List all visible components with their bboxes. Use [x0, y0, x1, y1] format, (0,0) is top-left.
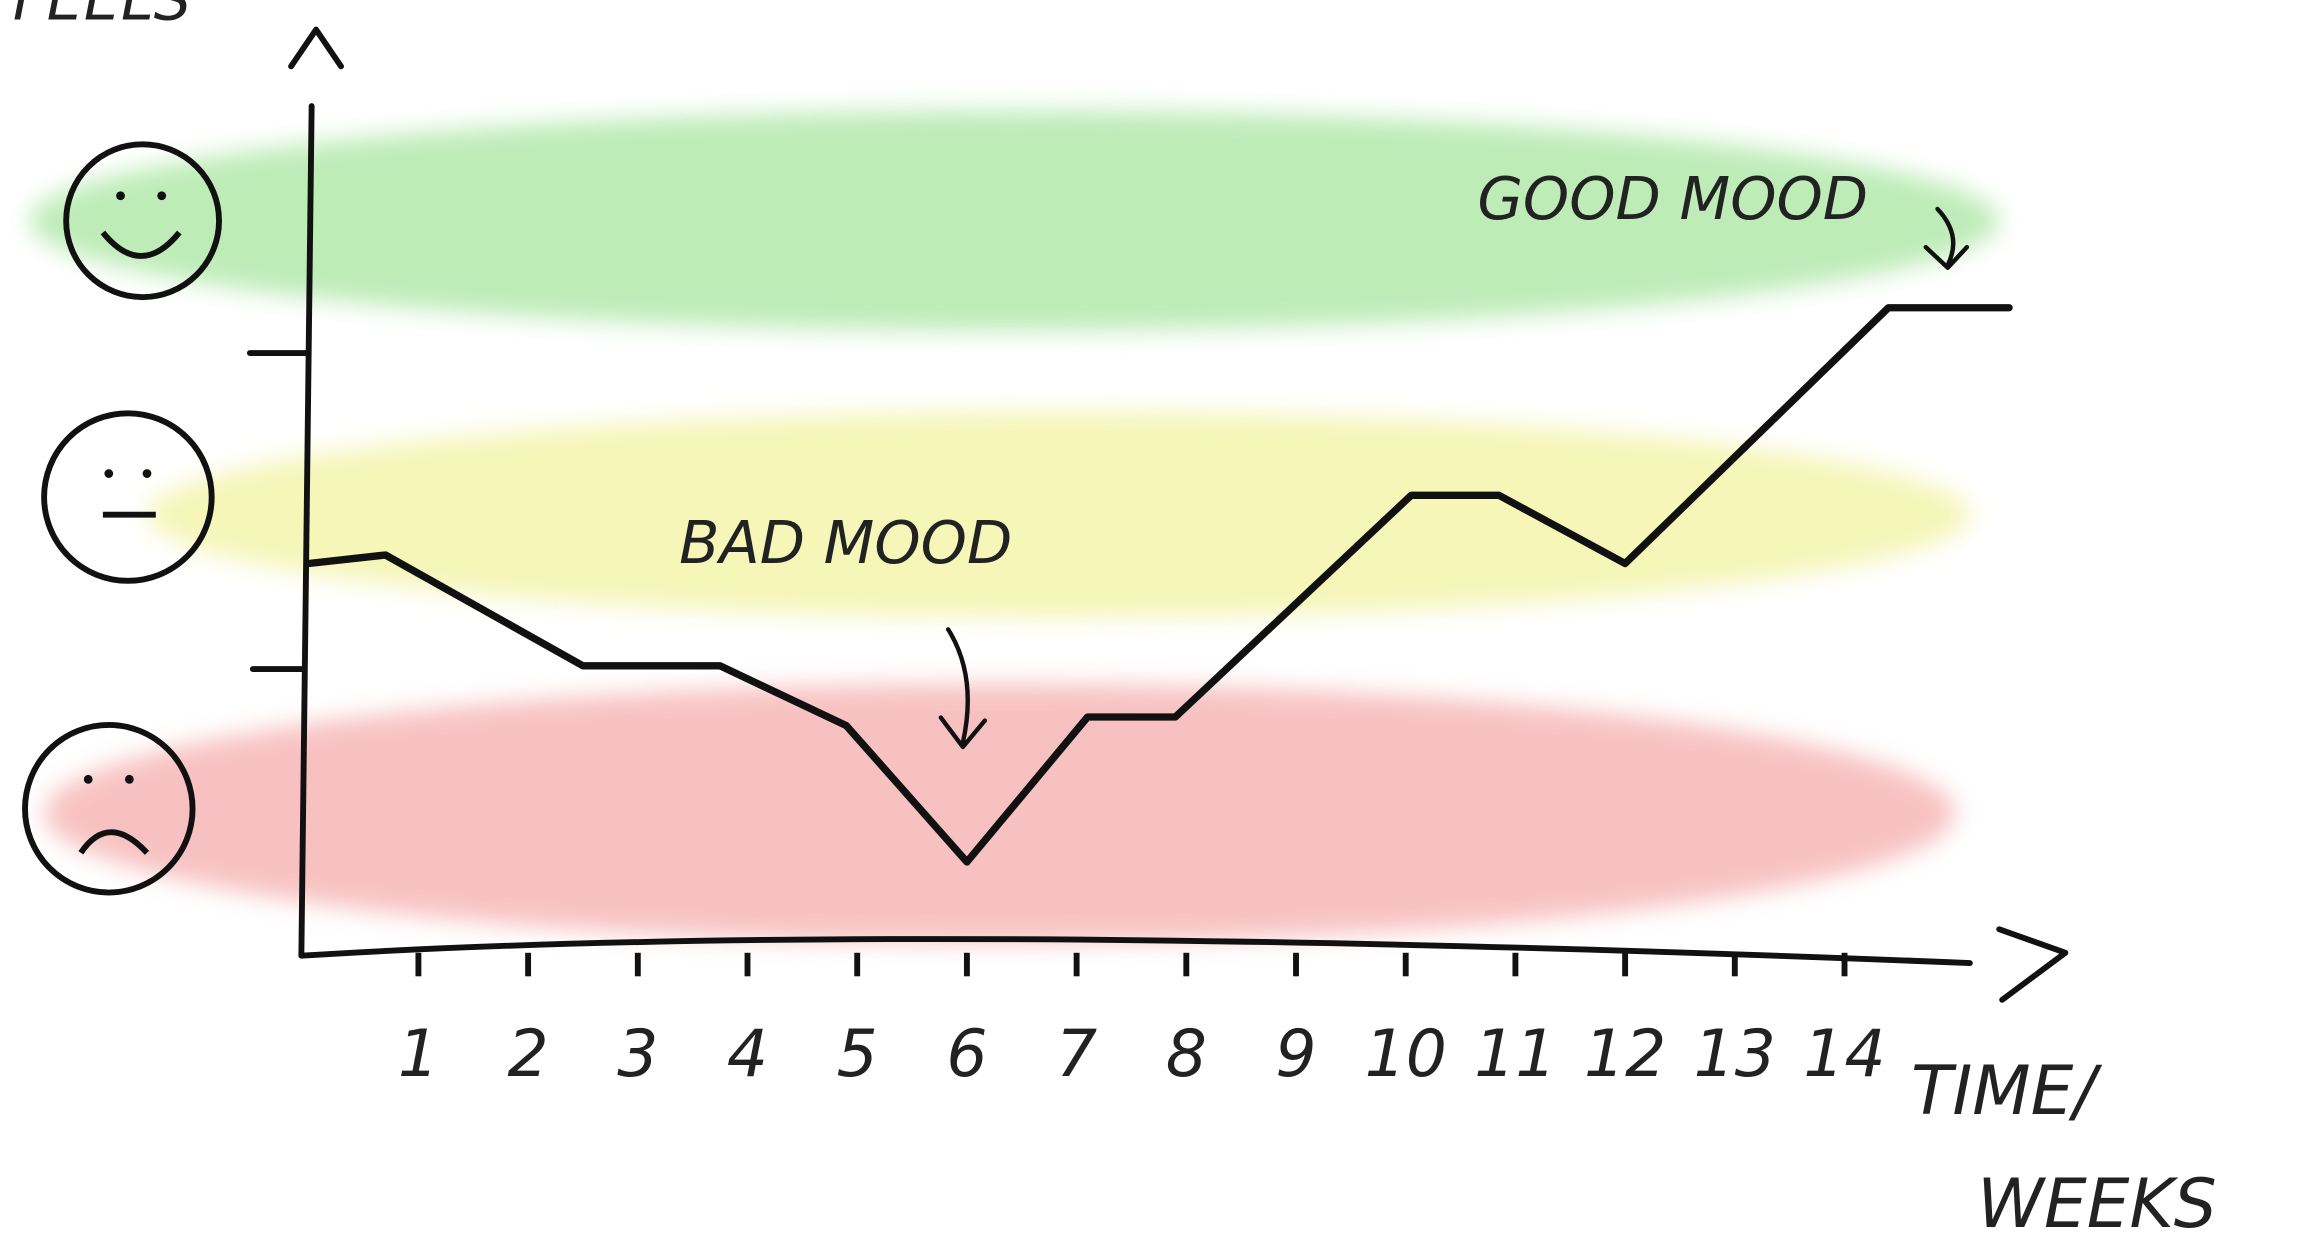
x-tick-label: 13	[1694, 1017, 1776, 1092]
annotation: GOOD MOOD	[1477, 164, 1868, 233]
neutral-band	[147, 412, 1970, 618]
x-tick-label: 1	[398, 1017, 439, 1092]
bad-band	[44, 684, 1955, 943]
chart: FEELS TIME/ WEEKS BAD MOOD GOOD MOOD 123…	[0, 0, 2305, 1247]
y-arrow	[291, 30, 341, 67]
x-tick-label: 7	[1056, 1017, 1097, 1092]
x-tick-label: 2	[508, 1017, 549, 1092]
x-arrow	[1999, 929, 2065, 1000]
y-label: FEELS	[13, 0, 191, 33]
x-tick-label: 4	[727, 1017, 768, 1092]
x-tick-label: 14	[1803, 1017, 1885, 1092]
x-tick-label: 5	[837, 1017, 878, 1092]
x-tick-label: 3	[617, 1017, 658, 1092]
x-tick-label: 9	[1275, 1017, 1316, 1092]
annotation: BAD MOOD	[679, 508, 1012, 577]
x-tick-label: 10	[1365, 1017, 1447, 1092]
x-tick-label: 8	[1166, 1017, 1207, 1092]
x-tick-label: 12	[1584, 1017, 1666, 1092]
x-label: TIME/	[1911, 1051, 2102, 1130]
x-label: WEEKS	[1977, 1164, 2217, 1243]
x-tick-label: 11	[1474, 1017, 1556, 1092]
x-tick-label: 6	[946, 1017, 987, 1092]
